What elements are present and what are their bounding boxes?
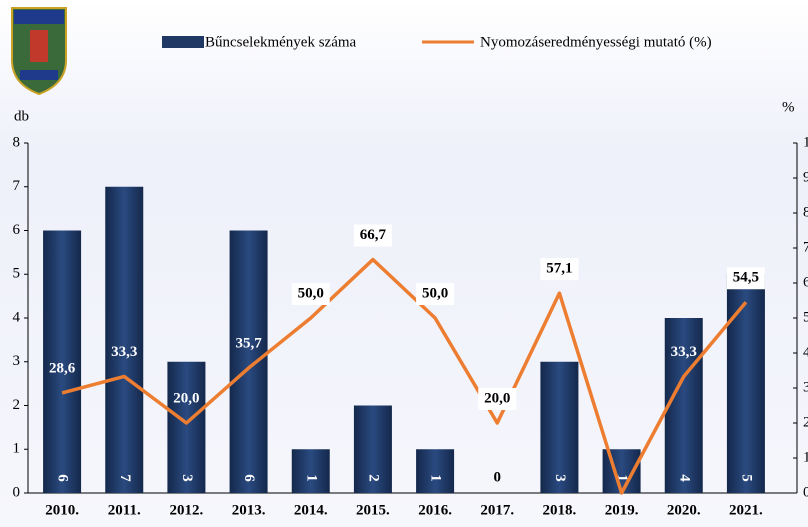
y2-tick-label: 0: [803, 484, 808, 500]
legend-label: Bűncselekmények száma: [205, 34, 357, 50]
x-tick-label: 2015.: [356, 502, 390, 518]
bar-value-label: 7: [117, 474, 133, 482]
y-tick-label: 1: [13, 441, 21, 457]
x-tick-label: 2010.: [45, 502, 79, 518]
x-tick-label: 2014.: [294, 502, 328, 518]
bar-value-label: 3: [179, 474, 195, 482]
bar-value-label: 3: [552, 474, 568, 482]
y2-tick-label: 60: [803, 274, 808, 290]
y2-tick-label: 40: [803, 344, 808, 360]
x-tick-label: 2016.: [418, 502, 452, 518]
line-value-label: 54,5: [733, 270, 759, 286]
legend-label: Nyomozáseredményességi mutató (%): [480, 34, 712, 50]
x-tick-label: 2019.: [605, 502, 639, 518]
x-tick-label: 2018.: [543, 502, 577, 518]
y2-tick-label: 10: [803, 449, 808, 465]
y2-tick-label: 70: [803, 239, 808, 255]
bar-value-label: 6: [55, 474, 71, 482]
y-tick-label: 3: [13, 353, 21, 369]
y-tick-label: 0: [13, 484, 21, 500]
bar: [105, 187, 143, 493]
line-value-label: 33,3: [111, 344, 137, 360]
y2-tick-label: 90: [803, 169, 808, 185]
bar: [416, 449, 454, 493]
x-tick-label: 2017.: [480, 502, 514, 518]
line-value-label: 66,7: [360, 227, 387, 243]
line-value-label: 28,6: [49, 360, 76, 376]
line-value-label: 57,1: [546, 261, 572, 277]
bar-value-label: 6: [241, 474, 257, 482]
chart: db%01234567801020304050607080901002010.6…: [0, 0, 808, 527]
y-tick-label: 7: [13, 178, 21, 194]
line-value-label: 50,0: [298, 285, 324, 301]
y-tick-label: 5: [13, 266, 21, 282]
bar-value-label: 2: [365, 474, 381, 482]
y-tick-label: 8: [13, 134, 21, 150]
y-tick-label: 4: [13, 309, 21, 325]
x-tick-label: 2012.: [170, 502, 204, 518]
bar-value-label: 1: [303, 474, 319, 482]
legend-swatch: [162, 36, 204, 48]
bar-value-label: 5: [738, 474, 754, 482]
x-tick-label: 2013.: [232, 502, 266, 518]
line-value-label: 33,3: [671, 344, 697, 360]
y2-axis-title: %: [782, 99, 795, 115]
y-axis-title: db: [14, 108, 29, 124]
line-value-label: 50,0: [422, 285, 448, 301]
x-tick-label: 2020.: [667, 502, 701, 518]
y2-tick-label: 100: [803, 134, 808, 150]
logo: [12, 8, 66, 94]
bar: [230, 231, 268, 494]
line-value-label: 20,0: [173, 390, 199, 406]
bar-value-label: 0: [494, 469, 502, 485]
y2-tick-label: 80: [803, 204, 808, 220]
line-value-label: 20,0: [484, 390, 510, 406]
y2-tick-label: 30: [803, 379, 808, 395]
line-value-label: 35,7: [235, 335, 262, 351]
y-tick-label: 6: [13, 222, 21, 238]
y2-tick-label: 20: [803, 414, 808, 430]
bar-value-label: 1: [428, 474, 444, 482]
bar: [292, 449, 330, 493]
bar-value-label: 4: [676, 474, 692, 482]
bar: [727, 274, 765, 493]
y-tick-label: 2: [13, 397, 21, 413]
y2-tick-label: 50: [803, 309, 808, 325]
x-tick-label: 2021.: [729, 502, 763, 518]
x-tick-label: 2011.: [108, 502, 141, 518]
